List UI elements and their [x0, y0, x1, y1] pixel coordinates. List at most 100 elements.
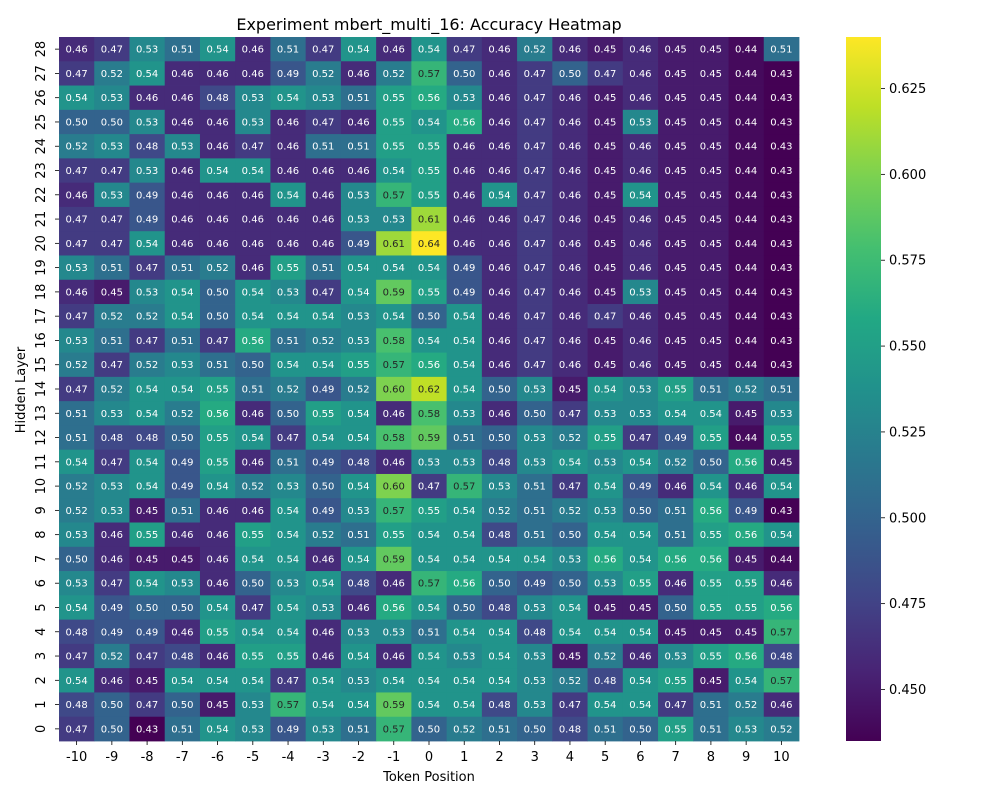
cell-value-label: 0.55 — [700, 530, 722, 541]
heatmap-cell — [552, 158, 588, 184]
heatmap-cell — [763, 182, 800, 208]
cell-value-label: 0.53 — [65, 530, 87, 541]
heatmap-cell — [129, 522, 166, 548]
heatmap-cell — [411, 231, 448, 256]
cell-value-label: 0.51 — [700, 385, 722, 396]
heatmap-cell — [552, 182, 588, 208]
colorbar — [846, 37, 881, 741]
cell-value-label: 0.54 — [136, 457, 158, 468]
heatmap-cell — [446, 619, 483, 645]
cell-value-label: 0.47 — [136, 700, 158, 711]
heatmap-cell — [129, 473, 166, 499]
heatmap-cell — [235, 61, 271, 86]
cell-value-label: 0.53 — [594, 409, 616, 420]
heatmap-cell — [552, 206, 588, 232]
cell-value-label: 0.59 — [383, 287, 405, 298]
colorbar-tick-label: 0.500 — [889, 511, 926, 526]
heatmap-cell — [411, 546, 448, 572]
cell-value-label: 0.48 — [65, 700, 87, 711]
heatmap-cell — [658, 716, 694, 742]
cell-value-label: 0.46 — [453, 166, 475, 177]
heatmap-cell — [411, 595, 448, 621]
heatmap-cell — [411, 401, 448, 426]
heatmap-cell — [94, 473, 130, 499]
cell-value-label: 0.45 — [136, 676, 158, 687]
heatmap-cell — [270, 255, 307, 281]
heatmap-cell — [199, 376, 236, 402]
heatmap-cell — [235, 425, 271, 451]
heatmap-cell — [94, 231, 130, 256]
cell-value-label: 0.45 — [700, 215, 722, 226]
heatmap-cell — [446, 425, 483, 451]
heatmap-cell — [552, 85, 588, 111]
cell-value-label: 0.54 — [770, 530, 792, 541]
cell-value-label: 0.54 — [242, 627, 264, 638]
heatmap-cell — [693, 304, 729, 329]
heatmap-cell — [94, 255, 130, 281]
heatmap-cell — [728, 643, 765, 669]
cell-value-label: 0.46 — [171, 166, 193, 177]
cell-value-label: 0.54 — [136, 482, 158, 493]
cell-value-label: 0.54 — [629, 457, 651, 468]
cell-value-label: 0.54 — [418, 700, 440, 711]
heatmap-cell — [587, 546, 624, 572]
cell-value-label: 0.46 — [206, 142, 228, 153]
cell-value-label: 0.54 — [629, 554, 651, 565]
heatmap-cell — [199, 619, 236, 645]
heatmap-cell — [517, 37, 553, 62]
cell-value-label: 0.45 — [700, 239, 722, 250]
heatmap-cell — [376, 61, 412, 86]
cell-value-label: 0.48 — [347, 457, 369, 468]
cell-value-label: 0.47 — [524, 166, 546, 177]
cell-value-label: 0.46 — [629, 312, 651, 323]
cell-value-label: 0.50 — [312, 482, 334, 493]
heatmap-cell — [763, 206, 800, 232]
cell-value-label: 0.44 — [735, 69, 757, 80]
cell-value-label: 0.54 — [453, 336, 475, 347]
cell-value-label: 0.49 — [171, 482, 193, 493]
cell-value-label: 0.46 — [206, 239, 228, 250]
heatmap-cell — [446, 158, 483, 184]
cell-value-label: 0.47 — [277, 433, 299, 444]
heatmap-cell — [693, 692, 729, 718]
cell-value-label: 0.55 — [206, 457, 228, 468]
heatmap-cell — [517, 643, 553, 669]
heatmap-cell — [728, 595, 765, 621]
cell-value-label: 0.48 — [65, 627, 87, 638]
heatmap-cell — [59, 473, 95, 499]
cell-value-label: 0.54 — [65, 603, 87, 614]
colorbar-tick-label: 0.575 — [889, 254, 926, 269]
cell-value-label: 0.51 — [347, 93, 369, 104]
heatmap-cell — [446, 37, 483, 62]
heatmap-cell — [693, 182, 729, 208]
heatmap-cell — [94, 643, 130, 669]
heatmap-cell — [517, 352, 553, 378]
heatmap-cell — [622, 498, 659, 523]
cell-value-label: 0.55 — [735, 603, 757, 614]
y-tick-label: 16 — [34, 332, 49, 349]
cell-value-label: 0.54 — [206, 603, 228, 614]
heatmap-cell — [552, 449, 588, 475]
cell-value-label: 0.54 — [453, 506, 475, 517]
heatmap-cell — [693, 522, 729, 548]
cell-value-label: 0.54 — [206, 724, 228, 735]
cell-value-label: 0.46 — [136, 93, 158, 104]
heatmap-cell — [552, 61, 588, 86]
cell-value-label: 0.47 — [665, 700, 687, 711]
cell-value-label: 0.53 — [347, 336, 369, 347]
heatmap-cell — [129, 498, 166, 523]
cell-value-label: 0.46 — [171, 190, 193, 201]
heatmap-cell — [59, 328, 95, 353]
cell-value-label: 0.54 — [418, 652, 440, 663]
cell-value-label: 0.47 — [136, 263, 158, 274]
cell-value-label: 0.54 — [453, 627, 475, 638]
cell-value-label: 0.45 — [594, 166, 616, 177]
cell-value-label: 0.54 — [594, 700, 616, 711]
cell-value-label: 0.44 — [735, 190, 757, 201]
heatmap-cell — [552, 328, 588, 353]
heatmap-cell — [164, 668, 201, 693]
cell-value-label: 0.47 — [524, 190, 546, 201]
cell-value-label: 0.54 — [136, 409, 158, 420]
heatmap-cell — [94, 668, 130, 693]
heatmap-cell — [658, 255, 694, 281]
